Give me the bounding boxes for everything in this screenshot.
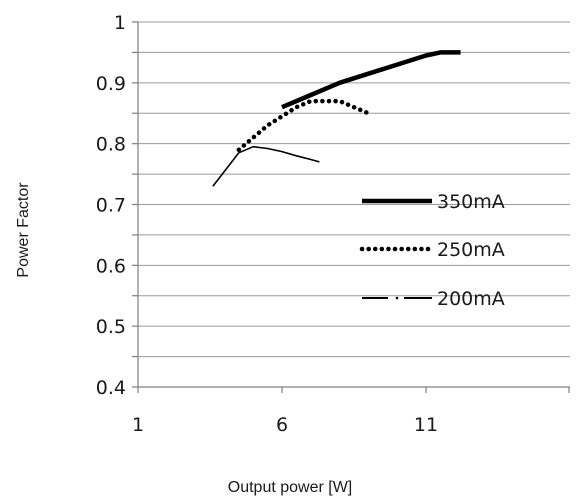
- series-lines: [212, 50, 461, 187]
- tick-labels: 0.40.50.60.70.80.911 6 11: [96, 12, 438, 436]
- grid-lines: [138, 21, 570, 358]
- series-line-250mA: [236, 98, 371, 153]
- x-axis-title: Output power [W]: [228, 479, 353, 496]
- axes: [132, 21, 570, 393]
- y-tick-label: 0.7: [96, 195, 126, 217]
- x-tick-label: 6: [276, 414, 288, 436]
- legend-swatch-dot-200mA: [395, 296, 399, 300]
- y-tick-label: 0.5: [96, 316, 126, 338]
- y-tick-label: 0.8: [96, 134, 126, 156]
- x-tick-label: 11: [414, 414, 438, 436]
- y-tick-label: 0.4: [96, 377, 126, 399]
- legend-label-350mA: 350mA: [437, 191, 505, 213]
- y-tick-label: 0.9: [96, 73, 126, 95]
- series-line-350mA: [281, 50, 461, 110]
- y-tick-label: 1: [114, 12, 126, 34]
- legend-label-250mA: 250mA: [437, 239, 505, 261]
- legend-label-200mA: 200mA: [437, 288, 505, 310]
- x-tick-label: 1: [132, 414, 144, 436]
- series-line-200mA: [212, 145, 320, 187]
- y-axis-title: Power Factor: [15, 182, 32, 278]
- y-tick-label: 0.6: [96, 255, 126, 277]
- legend: 350mA 250mA 200mA: [359, 191, 505, 310]
